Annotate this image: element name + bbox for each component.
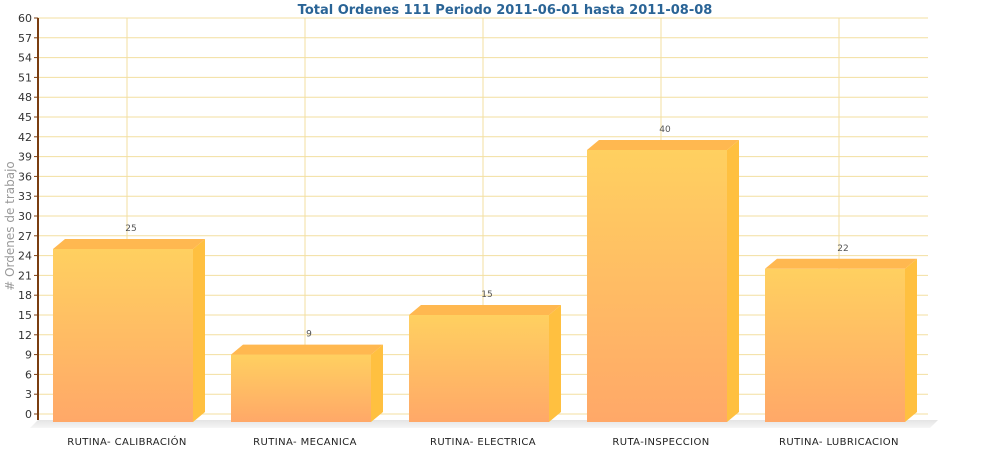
bar-front — [231, 354, 371, 422]
bar — [231, 344, 383, 422]
x-tick-label: RUTA-INSPECCION — [612, 437, 709, 448]
bar-front — [765, 268, 905, 422]
x-tick-label: RUTINA- ELECTRICA — [430, 437, 536, 448]
y-tick-label: 33 — [18, 190, 32, 203]
y-tick-label: 36 — [18, 170, 32, 183]
y-tick-label: 18 — [18, 289, 32, 302]
bar-side — [727, 140, 739, 422]
bar-side — [371, 344, 383, 422]
bar — [765, 258, 917, 422]
bar — [587, 140, 739, 422]
y-tick-label: 54 — [18, 52, 32, 65]
bar-value-label: 15 — [481, 290, 492, 300]
bar-front — [53, 249, 193, 422]
y-tick-label: 0 — [25, 408, 32, 421]
y-tick-label: 3 — [25, 388, 32, 401]
bar-value-label: 22 — [837, 244, 848, 254]
bar-side — [549, 305, 561, 422]
y-tick-label: 21 — [18, 269, 32, 282]
bar — [409, 305, 561, 422]
x-tick-label: RUTINA- CALIBRACIÓN — [67, 435, 187, 448]
y-tick-label: 30 — [18, 210, 32, 223]
bars — [53, 140, 917, 422]
bar-top — [53, 239, 205, 249]
y-tick-label: 15 — [18, 309, 32, 322]
bar — [53, 239, 205, 422]
bar-front — [587, 150, 727, 422]
y-tick-label: 57 — [18, 32, 32, 45]
x-tick-label: RUTINA- LUBRICACION — [779, 437, 899, 448]
y-tick-label: 45 — [18, 111, 32, 124]
x-tick-label: RUTINA- MECANICA — [253, 437, 357, 448]
y-tick-label: 24 — [18, 250, 32, 263]
bar-side — [905, 258, 917, 422]
bar-top — [765, 258, 917, 269]
y-tick-label: 9 — [25, 349, 32, 362]
y-tick-label: 60 — [18, 12, 32, 25]
axes — [34, 17, 39, 420]
y-tick-label: 6 — [25, 368, 32, 381]
labels: 0369121518212427303336394245485154576025… — [18, 12, 899, 448]
y-tick-label: 48 — [18, 91, 32, 104]
y-tick-label: 12 — [18, 329, 32, 342]
y-axis-label: # Ordenes de trabajo — [3, 161, 17, 291]
bar-side — [193, 239, 205, 422]
y-tick-label: 39 — [18, 151, 32, 164]
bar-value-label: 40 — [659, 125, 671, 135]
bar-top — [587, 140, 739, 150]
bar-value-label: 25 — [125, 224, 136, 234]
y-tick-label: 27 — [18, 230, 32, 243]
bar-top — [409, 305, 561, 315]
bar-top — [231, 344, 383, 355]
y-tick-label: 42 — [18, 131, 32, 144]
y-tick-label: 51 — [18, 71, 32, 84]
bar-front — [409, 315, 549, 422]
bar-value-label: 9 — [306, 330, 312, 340]
chart-title: Total Ordenes 111 Periodo 2011-06-01 has… — [298, 3, 713, 18]
